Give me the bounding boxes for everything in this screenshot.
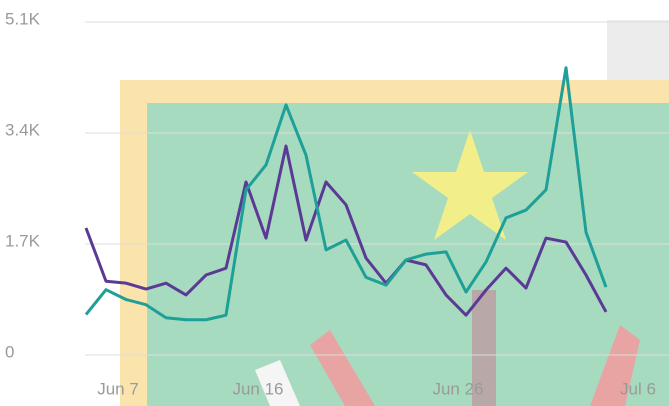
y-tick-label: 3.4K [5,120,41,139]
y-tick-label: 0 [5,342,14,361]
x-tick-label: Jun 16 [232,379,283,398]
chart: 0 1.7K 3.4K 5.1K Jun 7 Jun 16 Jun 26 Jul 6 [0,0,669,406]
bg-grey [607,20,669,90]
x-tick-label: Jun 26 [432,379,483,398]
background-image [120,20,669,406]
x-tick-label: Jun 7 [97,379,139,398]
y-tick-label: 1.7K [5,231,41,250]
y-tick-label: 5.1K [5,9,41,28]
bg-green [147,103,669,406]
x-tick-label: Jul 6 [620,379,656,398]
